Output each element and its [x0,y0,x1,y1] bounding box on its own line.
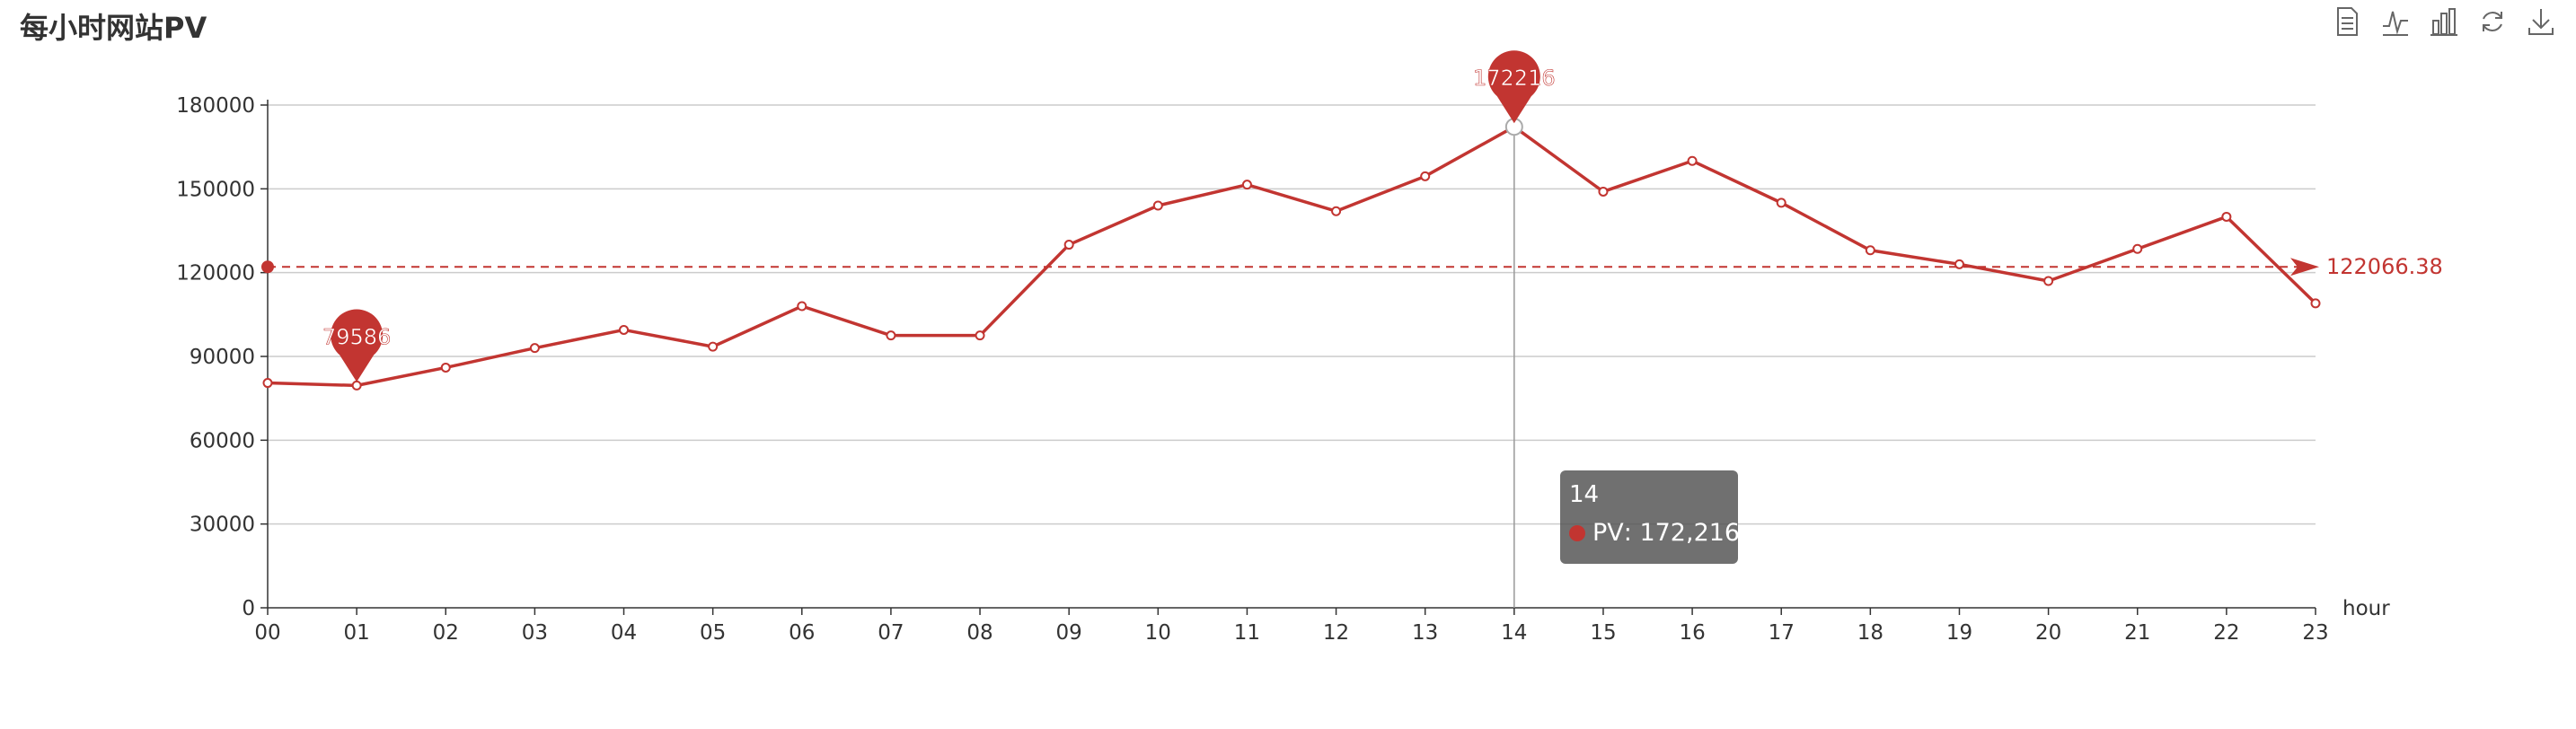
x-tick-label: 01 [343,621,369,645]
x-tick-label: 00 [254,621,280,645]
x-tick-label: 07 [878,621,904,645]
x-tick-label: 13 [1412,621,1438,645]
series-line [267,125,2317,388]
mark-point-label: 79586 [322,324,391,349]
data-point [1420,171,1431,181]
data-point [1687,155,1698,166]
tooltip-separator: : [1623,519,1640,547]
refresh-icon [2483,12,2502,31]
line-type-button[interactable] [2382,5,2409,38]
line-chart-icon [2383,11,2408,36]
download-icon [2528,9,2554,35]
data-point [2043,276,2054,286]
restore-button[interactable] [2479,5,2506,38]
data-point [886,330,896,341]
y-tick-label: 0 [242,597,255,620]
data-point [2132,243,2143,254]
x-tick-label: 12 [1323,621,1349,645]
y-tick-label: 180000 [176,94,255,118]
mark-point-label: 172216 [1473,66,1556,91]
x-tick-label: 05 [700,621,726,645]
x-tick-label: 21 [2124,621,2150,645]
mark-line-label: 122066.38 [2326,254,2443,279]
x-tick-label: 22 [2213,621,2239,645]
tooltip-value: 172,216 [1639,519,1741,547]
data-point [1063,240,1074,250]
toolbox [2333,5,2554,38]
data-point [1152,200,1163,211]
pin-shape [331,309,384,382]
y-tick-label: 60000 [190,429,255,452]
mark-line-arrow [2290,258,2319,277]
x-tick-label: 11 [1234,621,1260,645]
tooltip-row: PV: 172,216 [1569,519,1740,547]
x-tick-label: 17 [1769,621,1795,645]
x-tick-label: 19 [1946,621,1972,645]
data-point [975,330,985,341]
tooltip-category: 14 [1569,481,1600,508]
bar-chart-icon [2430,8,2457,36]
x-tick-label: 20 [2035,621,2061,645]
x-tick-label: 18 [1857,621,1883,645]
x-tick-label: 16 [1679,621,1705,645]
x-axis-label: hour [2342,597,2390,620]
data-point [351,380,362,391]
bar-type-button[interactable] [2430,5,2457,38]
data-point [797,301,807,312]
x-tick-label: 02 [433,621,459,645]
x-tick-label: 06 [789,621,815,645]
x-tick-label: 03 [522,621,548,645]
data-point [1776,198,1786,208]
y-tick-label: 90000 [190,346,255,369]
x-tick-label: 09 [1056,621,1082,645]
mark-line-start-dot [261,260,274,274]
x-tick-label: 15 [1590,621,1616,645]
x-tick-label: 04 [611,621,637,645]
tooltip: 14 PV: 172,216 [1560,470,1740,564]
data-point [2310,298,2321,309]
x-tick-label: 14 [1501,621,1527,645]
x-tick-label: 10 [1145,621,1171,645]
tooltip-series-dot [1569,524,1585,541]
mark-point-pin: 79586 [322,309,392,382]
x-tick-label: 23 [2302,621,2328,645]
document-icon [2337,7,2358,36]
x-tick-label: 08 [966,621,992,645]
pin-shape [1487,50,1540,124]
data-point [262,378,273,389]
mark-point-pin: 172216 [1473,50,1556,124]
data-point [2221,211,2232,222]
data-point [1241,180,1252,190]
data-point [1331,206,1342,216]
data-point [529,343,540,354]
data-point [1954,259,1964,269]
y-tick-label: 30000 [190,514,255,537]
data-point [619,324,630,335]
chart-title: 每小时网站PV [20,11,207,45]
data-point [440,362,451,373]
data-point [1865,245,1875,256]
y-tick-label: 120000 [176,262,255,285]
tooltip-series-name: PV [1592,519,1624,547]
data-point [708,341,719,352]
data-point [1598,186,1609,197]
save-image-button[interactable] [2527,5,2554,38]
y-tick-label: 150000 [176,178,255,201]
data-view-button[interactable] [2333,5,2360,38]
